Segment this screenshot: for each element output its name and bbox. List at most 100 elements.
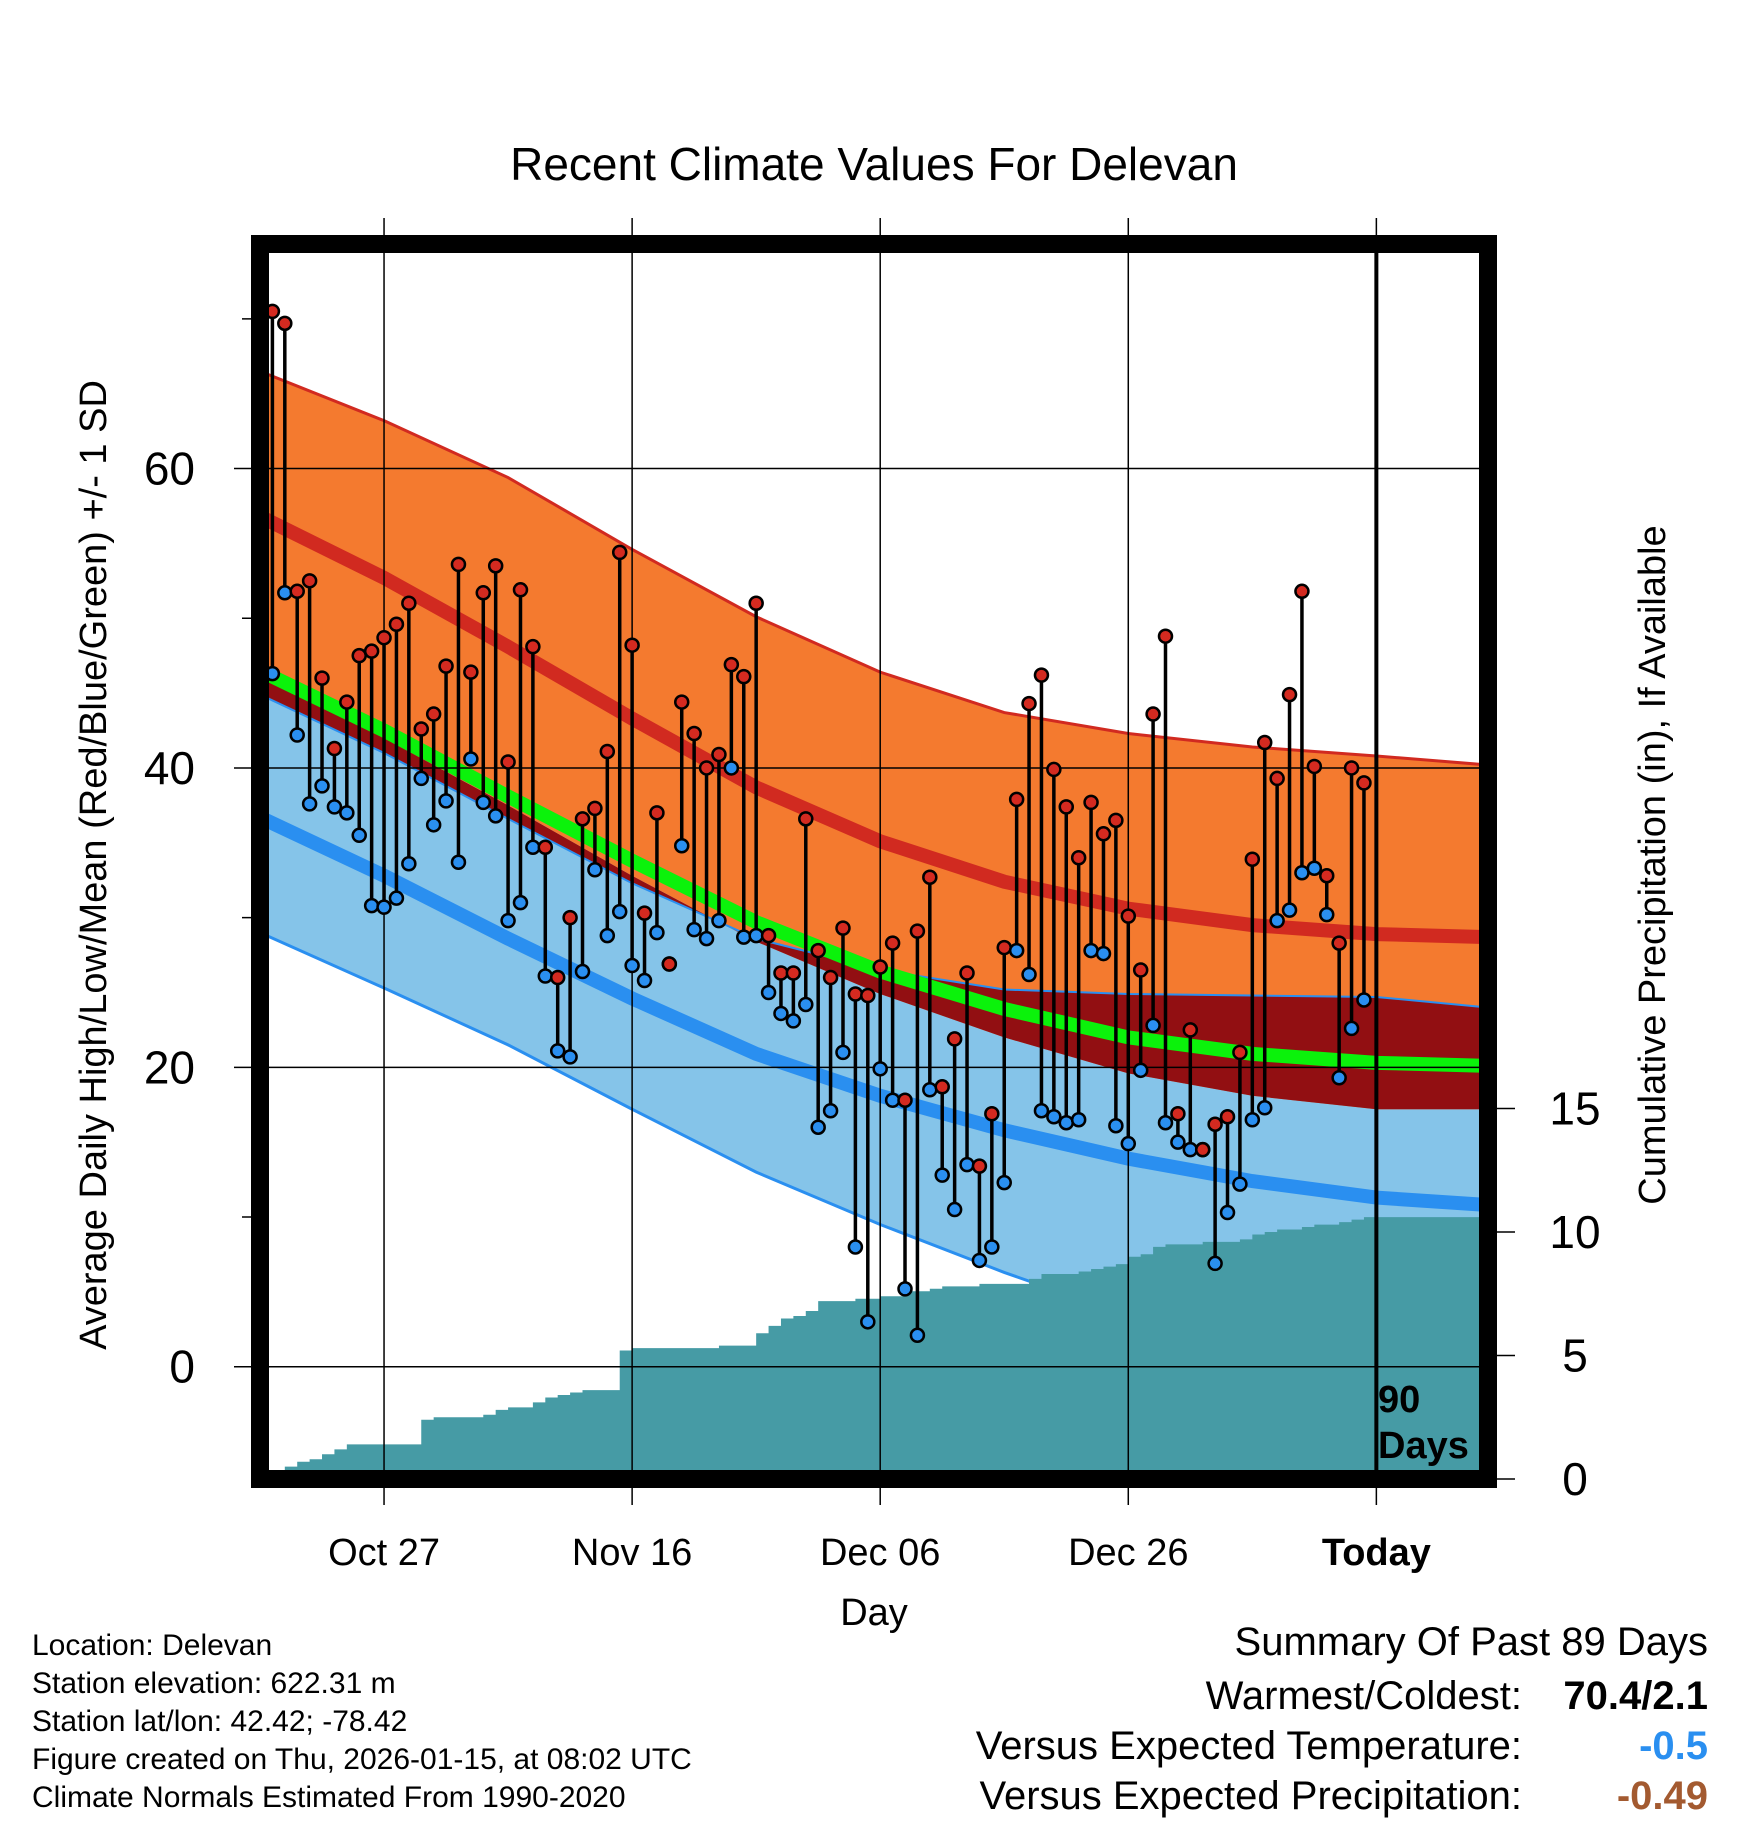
daily-low-point [1058,1114,1075,1131]
daily-high-point [487,558,504,574]
plot-frame [251,235,1497,1488]
summary-title: Summary Of Past 89 Days [1234,1620,1708,1664]
daily-low-point [996,1174,1012,1191]
daily-low-point [698,930,715,947]
daily-high-point [984,1105,1000,1122]
daily-low-point [798,996,814,1013]
daily-low-point [909,1327,926,1344]
today-days-label-number: 90 [1378,1379,1420,1421]
daily-low-point [636,972,653,989]
daily-low-point [487,808,504,824]
daily-high-point [624,637,640,653]
daily-low-point [1219,1204,1236,1221]
y2-axis-label: Cumulative Precipitation (in), If Availa… [1632,525,1674,1204]
daily-low-point [1070,1111,1087,1128]
daily-high-point [909,923,926,939]
daily-low-point [363,897,380,914]
daily-low-point [934,1167,950,1183]
summary-row-warmest: Warmest/Coldest: 70.4/2.1 [808,1674,1708,1724]
daily-low-point [897,1281,913,1297]
daily-low-point [525,839,541,856]
daily-low-point [326,799,343,815]
daily-high-point [673,694,690,710]
daily-low-point [673,838,690,854]
daily-high-point [463,664,479,680]
daily-high-point [1331,935,1347,951]
daily-low-point [922,1082,938,1098]
x-tick-label: Dec 26 [1068,1532,1188,1574]
daily-low-point [1083,942,1099,959]
daily-high-point [934,1079,950,1095]
daily-low-point [463,751,479,767]
daily-low-point [438,793,454,809]
daily-high-point [363,643,380,659]
latlon-text: Station lat/lon: 42.42; -78.42 [32,1705,408,1738]
daily-low-point [611,903,628,920]
daily-high-point [599,743,616,760]
daily-high-point [413,721,430,737]
daily-high-point [289,583,305,600]
daily-low-point [847,1239,864,1255]
daily-low-point [1331,1070,1347,1086]
x-tick-label: Oct 27 [328,1532,440,1574]
daily-high-point [1145,706,1161,722]
normals-text: Climate Normals Estimated From 1990-2020 [32,1781,626,1814]
daily-high-point [326,740,343,757]
daily-low-point [736,929,752,945]
daily-low-point [1008,942,1025,959]
elevation-text: Station elevation: 622.31 m [32,1667,396,1700]
daily-high-point [1033,667,1050,683]
plot-area [260,244,1488,1479]
daily-low-point [984,1239,1000,1255]
daily-low-point [1157,1114,1174,1131]
daily-high-point [611,544,628,561]
daily-high-point [860,987,876,1004]
daily-high-point [376,629,392,646]
daily-low-point [475,794,492,811]
daily-high-point [1343,760,1360,776]
daily-high-point [388,616,405,632]
daily-low-point [1207,1255,1223,1272]
daily-low-point [1145,1017,1161,1034]
daily-high-point [475,585,492,601]
daily-high-point [748,595,764,612]
today-days-label-word: Days [1378,1425,1469,1467]
daily-low-point [376,899,392,915]
daily-high-point [425,706,442,722]
daily-high-point [1108,812,1124,829]
daily-high-point [1318,867,1335,884]
daily-high-point [810,942,826,959]
daily-low-point [711,912,727,929]
daily-low-point [624,957,640,974]
daily-high-point [1244,851,1261,868]
y-tick-label: 60 [144,443,195,495]
daily-low-point [425,817,442,833]
daily-low-point [277,585,293,601]
summary-row-temp: Versus Expected Temperature: -0.5 [808,1724,1708,1774]
daily-low-point [748,927,764,944]
daily-low-point [401,855,417,872]
high-sd-band [260,371,1488,1110]
daily-low-point [1256,1100,1273,1116]
daily-low-point [785,1013,802,1029]
daily-high-point [1095,826,1112,842]
daily-high-point [897,1092,913,1109]
station-info: Location: Delevan Station elevation: 622… [32,1627,692,1817]
daily-low-point [1269,912,1285,929]
daily-low-point [822,1102,839,1119]
daily-high-point [736,668,752,685]
daily-low-point [537,968,554,984]
daily-low-point [773,1005,789,1022]
daily-low-point [574,963,591,980]
daily-high-point [574,811,591,827]
daily-high-point [946,1031,963,1047]
daily-low-point [512,894,529,911]
daily-low-point [388,890,405,906]
daily-high-point [636,905,653,921]
daily-high-point [1306,758,1323,775]
warmest-value: 70.4/2.1 [1563,1674,1708,1718]
x-tick-label: Nov 16 [572,1532,692,1574]
daily-high-point [1182,1022,1199,1038]
created-text: Figure created on Thu, 2026-01-15, at 08… [32,1743,692,1776]
daily-low-point [587,861,603,878]
